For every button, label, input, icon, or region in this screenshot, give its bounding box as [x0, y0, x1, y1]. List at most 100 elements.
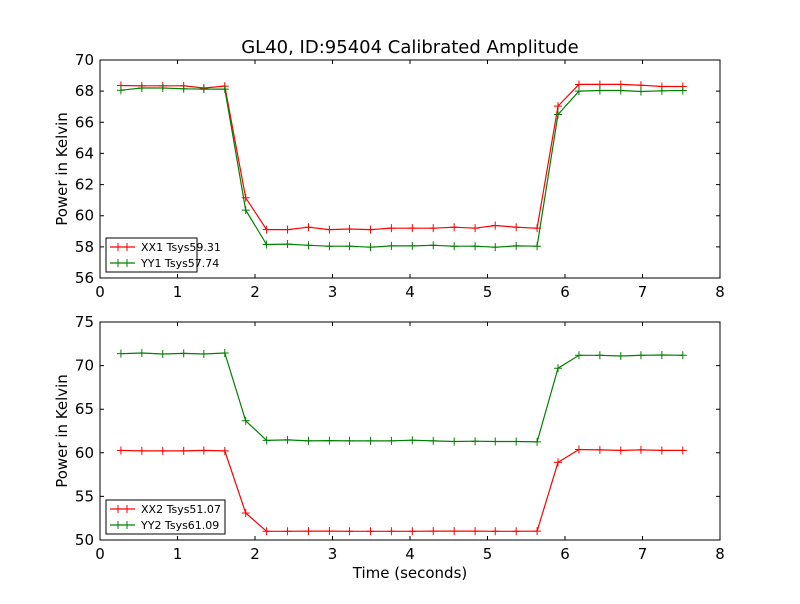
x-tick-label: 5	[483, 283, 493, 301]
data-point	[283, 527, 292, 536]
data-point	[199, 446, 208, 455]
x-tick-label: 6	[560, 545, 570, 563]
series-xx2	[116, 445, 687, 536]
series-yy2	[116, 349, 687, 446]
data-point	[595, 86, 604, 95]
data-point	[471, 242, 480, 251]
data-point	[429, 241, 438, 250]
legend-item: XX1 Tsys59.31	[110, 241, 221, 254]
data-point	[533, 527, 542, 536]
legend-marker	[114, 505, 131, 513]
legend-box	[105, 499, 226, 535]
data-point	[471, 437, 480, 446]
data-point	[220, 349, 229, 358]
data-point	[678, 446, 687, 455]
data-point	[636, 351, 645, 360]
data-point	[408, 241, 417, 250]
data-point	[512, 223, 521, 232]
data-point	[366, 436, 375, 445]
y-tick-label: 66	[75, 113, 94, 131]
data-point	[116, 349, 125, 358]
x-tick-label: 3	[328, 283, 338, 301]
data-point	[283, 240, 292, 249]
data-point	[554, 110, 563, 119]
legend: XX1 Tsys59.31 YY1 Tsys57.74	[105, 237, 221, 273]
data-point	[554, 458, 563, 467]
x-tick-label: 7	[638, 283, 648, 301]
data-point	[179, 349, 188, 358]
data-point	[116, 446, 125, 455]
plot-area	[100, 60, 720, 278]
data-point	[554, 364, 563, 373]
data-point	[345, 242, 354, 251]
data-point	[450, 527, 459, 536]
data-point	[450, 437, 459, 446]
data-point	[533, 437, 542, 446]
x-tick-label: 4	[405, 283, 415, 301]
x-tick-label: 2	[250, 283, 260, 301]
legend-label: YY1 Tsys57.74	[140, 257, 219, 270]
legend: XX2 Tsys51.07 YY2 Tsys61.09	[105, 499, 226, 535]
y-tick-label: 70	[75, 357, 94, 375]
data-point	[366, 243, 375, 252]
series-line	[120, 352, 683, 443]
legend-marker	[114, 243, 131, 251]
x-tick-label: 0	[95, 545, 105, 563]
data-point	[512, 527, 521, 536]
y-axis-label: Power in Kelvin	[53, 112, 71, 226]
y-tick-label: 65	[75, 400, 94, 418]
legend-box	[105, 237, 198, 273]
y-tick-label: 75	[75, 313, 94, 331]
data-point	[137, 84, 146, 93]
data-point	[325, 436, 334, 445]
data-point	[262, 527, 271, 536]
y-tick-label: 60	[75, 444, 94, 462]
data-point	[471, 527, 480, 536]
y-tick-label: 62	[75, 176, 94, 194]
data-point	[220, 446, 229, 455]
data-point	[366, 225, 375, 234]
legend-marker	[114, 259, 131, 267]
data-point	[678, 86, 687, 95]
data-point	[179, 84, 188, 93]
y-tick-label: 55	[75, 487, 94, 505]
data-point	[387, 241, 396, 250]
data-point	[283, 225, 292, 234]
data-point	[220, 85, 229, 94]
data-point	[137, 446, 146, 455]
data-point	[429, 436, 438, 445]
data-point	[366, 527, 375, 536]
data-point	[657, 350, 666, 359]
data-point	[262, 240, 271, 249]
y-axis-label: Power in Kelvin	[53, 374, 71, 488]
data-point	[179, 446, 188, 455]
data-point	[408, 436, 417, 445]
data-point	[636, 445, 645, 454]
data-point	[116, 86, 125, 95]
data-point	[554, 102, 563, 111]
y-tick-label: 58	[75, 238, 94, 256]
data-point	[471, 224, 480, 233]
x-tick-label: 2	[250, 545, 260, 563]
data-point	[345, 224, 354, 233]
y-tick-label: 56	[75, 269, 94, 287]
data-point	[616, 352, 625, 361]
y-tick-label: 60	[75, 207, 94, 225]
legend-item: XX2 Tsys51.07	[110, 503, 221, 516]
x-tick-label: 8	[715, 283, 725, 301]
data-point	[512, 437, 521, 446]
data-point	[574, 80, 583, 89]
data-point	[491, 527, 500, 536]
series-yy1	[116, 84, 687, 252]
legend-label: XX2 Tsys51.07	[141, 503, 221, 516]
data-point	[199, 350, 208, 359]
data-point	[616, 446, 625, 455]
y-tick-label: 64	[75, 144, 94, 162]
data-point	[574, 87, 583, 96]
data-point	[595, 445, 604, 454]
legend-item: YY1 Tsys57.74	[110, 257, 219, 270]
series-line	[120, 83, 683, 231]
y-tick-label: 68	[75, 82, 94, 100]
data-point	[595, 351, 604, 360]
